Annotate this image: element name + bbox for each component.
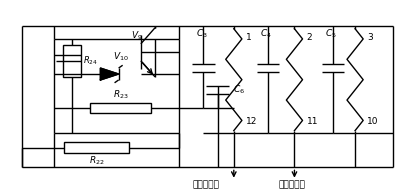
Bar <box>64 142 129 153</box>
Text: $C_5$: $C_5$ <box>325 28 337 40</box>
Text: $C_3$: $C_3$ <box>196 28 207 40</box>
Text: $R_{22}$: $R_{22}$ <box>89 155 104 167</box>
Text: $R_{24}$: $R_{24}$ <box>83 55 98 67</box>
Text: $R_{23}$: $R_{23}$ <box>113 88 129 101</box>
Text: 3: 3 <box>367 33 373 42</box>
Text: 1: 1 <box>246 33 252 42</box>
Text: $C_6$: $C_6$ <box>233 84 245 96</box>
Text: 10: 10 <box>367 117 379 126</box>
Text: 12: 12 <box>246 117 257 126</box>
Bar <box>63 45 81 77</box>
Text: 11: 11 <box>306 117 318 126</box>
Text: $V_9$: $V_9$ <box>131 30 143 42</box>
Text: $V_{10}$: $V_{10}$ <box>113 50 129 63</box>
Text: 2: 2 <box>306 33 312 42</box>
Text: 电流放大器: 电流放大器 <box>279 181 306 190</box>
Bar <box>90 103 151 113</box>
Text: $C_4$: $C_4$ <box>260 28 272 40</box>
Text: 振荡放大器: 振荡放大器 <box>192 181 219 190</box>
Polygon shape <box>101 68 118 80</box>
